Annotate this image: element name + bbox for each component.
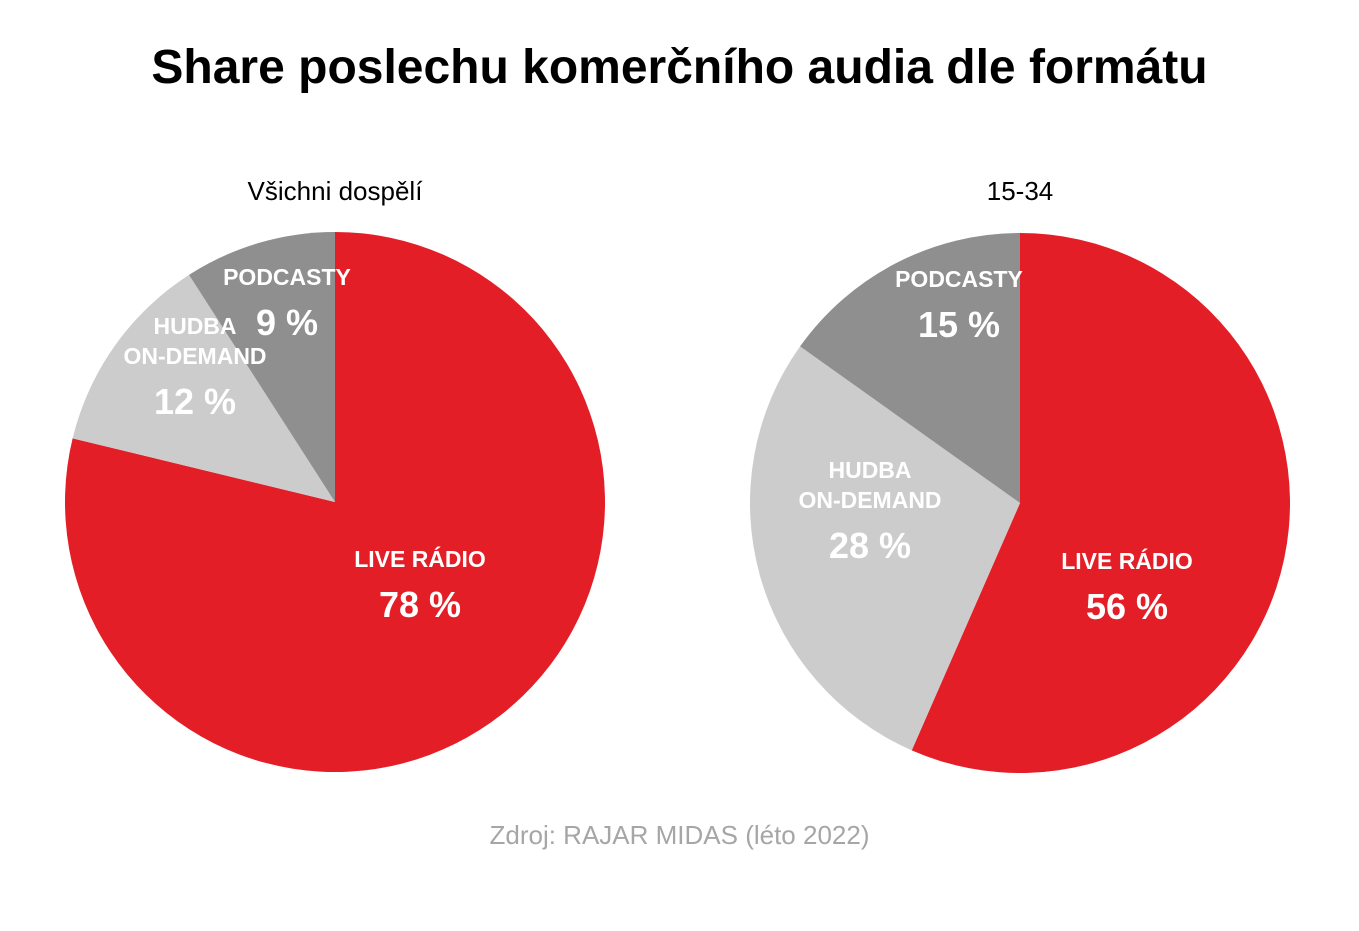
slice-value-live-radio: 56 % — [1086, 586, 1168, 627]
slice-label-podcasty: PODCASTY — [223, 264, 351, 290]
slice-label-live-radio: LIVE RÁDIO — [354, 545, 486, 572]
pie-chart-15-34: 15-34 LIVE RÁDIO 56 % HUDBA ON-DEMAND 28 % PO… — [749, 176, 1290, 773]
pie-slice-podcasty — [189, 232, 335, 502]
pie-subtitle: 15-34 — [987, 176, 1054, 206]
pie-subtitle: Všichni dospělí — [248, 176, 424, 206]
slice-label-hudba-on-demand: HUDBA — [828, 457, 911, 483]
pie-chart-all-adults: Všichni dospělí LIVE RÁDIO 78 % HUDBA ON-DE… — [65, 176, 605, 772]
pie-slice-live-radio — [911, 233, 1290, 773]
slice-value-hudba-on-demand: 28 % — [829, 525, 911, 566]
slice-label-hudba-on-demand: ON-DEMAND — [798, 487, 941, 513]
slice-label-hudba-on-demand: HUDBA — [153, 313, 236, 339]
slice-value-podcasty: 15 % — [918, 304, 1000, 345]
slice-value-hudba-on-demand: 12 % — [154, 381, 236, 422]
slice-label-live-radio: LIVE RÁDIO — [1061, 547, 1193, 574]
slice-value-podcasty: 9 % — [256, 302, 318, 343]
pie-slice-hudba-on-demand — [749, 346, 1020, 751]
chart-title: Share poslechu komerčního audia dle form… — [151, 41, 1208, 94]
slice-label-hudba-on-demand: ON-DEMAND — [123, 343, 266, 369]
slice-label-podcasty: PODCASTY — [895, 266, 1023, 292]
source-note: Zdroj: RAJAR MIDAS (léto 2022) — [489, 820, 870, 850]
slice-value-live-radio: 78 % — [379, 584, 461, 625]
pie-slice-podcasty — [800, 233, 1020, 503]
pie-slice-hudba-on-demand — [72, 274, 336, 502]
